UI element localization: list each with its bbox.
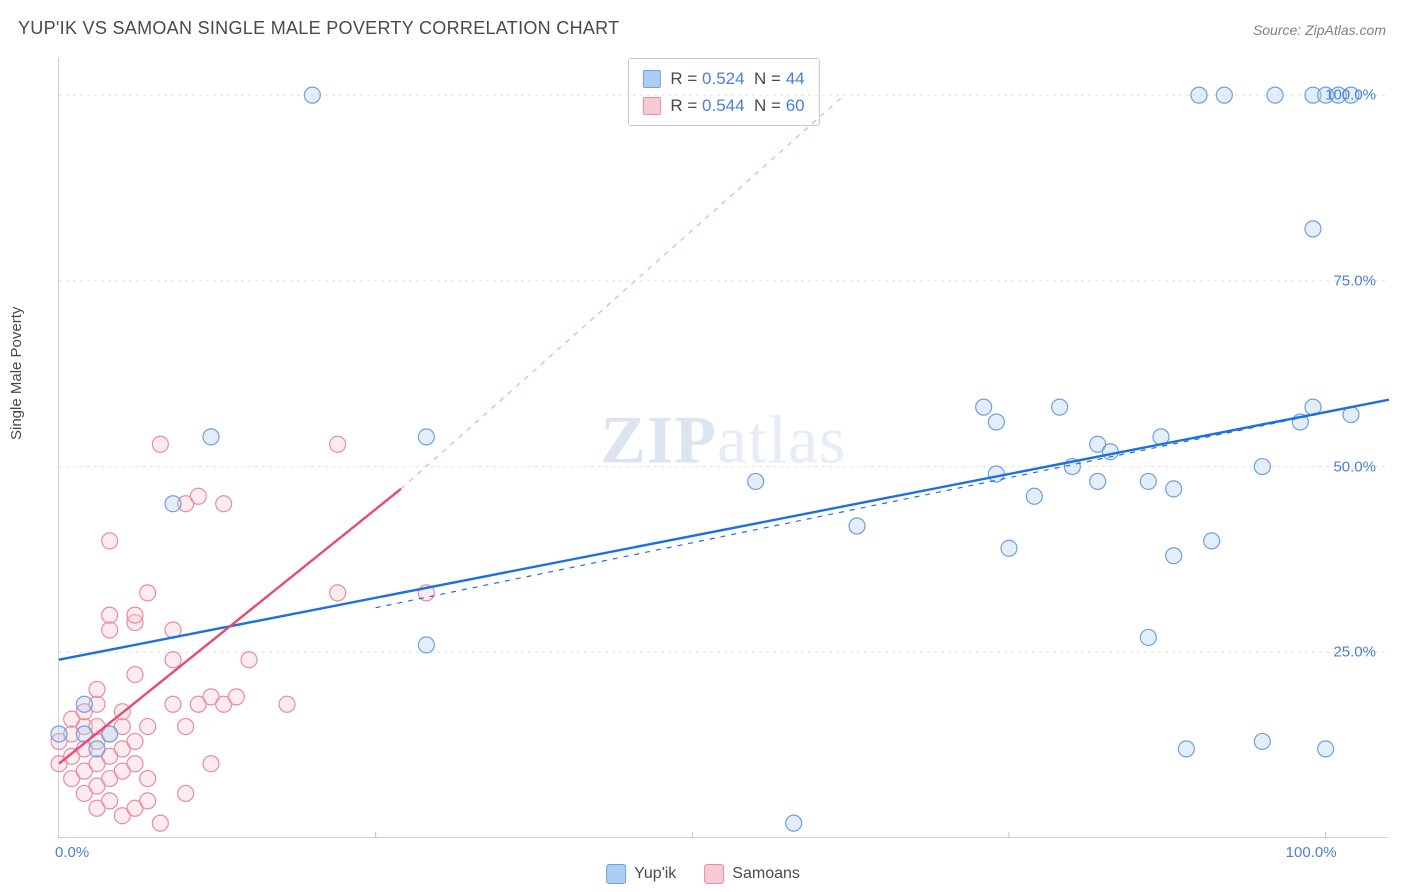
legend: Yup'ik Samoans <box>606 864 800 884</box>
y-axis-label: Single Male Poverty <box>8 307 25 440</box>
legend-label: Yup'ik <box>634 865 676 883</box>
y-tick-label: 50.0% <box>1333 458 1376 475</box>
plot-area: ZIPatlas R = 0.524 N = 44 R = 0.544 N = … <box>58 58 1388 838</box>
x-tick-label: 100.0% <box>1286 844 1337 861</box>
legend-item-samoans: Samoans <box>704 864 800 884</box>
y-tick-label: 25.0% <box>1333 644 1376 661</box>
legend-label: Samoans <box>732 865 800 883</box>
source-attribution: Source: ZipAtlas.com <box>1253 22 1386 38</box>
legend-swatch-samoans <box>704 864 724 884</box>
y-tick-label: 75.0% <box>1333 272 1376 289</box>
legend-item-yupik: Yup'ik <box>606 864 676 884</box>
chart-title: YUP'IK VS SAMOAN SINGLE MALE POVERTY COR… <box>18 18 619 39</box>
x-tick-label: 0.0% <box>55 844 89 861</box>
y-tick-label: 100.0% <box>1325 87 1376 104</box>
legend-swatch-yupik <box>606 864 626 884</box>
scatter-plot-svg <box>59 58 1388 837</box>
